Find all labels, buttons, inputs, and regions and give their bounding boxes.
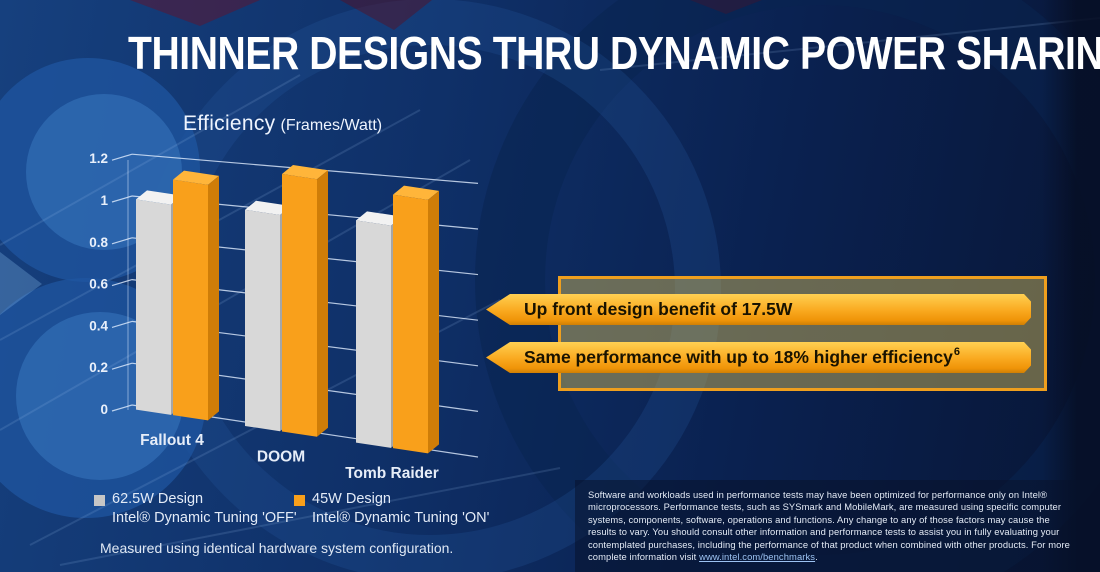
legend-swatch-orange — [294, 495, 305, 506]
disclaimer-period: . — [815, 551, 818, 563]
swirl-lobe-inner — [26, 94, 182, 250]
right-edge-shade — [1042, 0, 1100, 572]
callout-text: Up front design benefit of 17.5W — [524, 299, 793, 319]
legend-item-45w: 45W Design Intel® Dynamic Tuning 'ON' — [294, 490, 489, 528]
chevron-shape — [0, 252, 42, 315]
chart-title-main: Efficiency — [183, 112, 276, 135]
callout-banner-design-benefit: Up front design benefit of 17.5W — [486, 294, 1031, 325]
benchmarks-link[interactable]: www.intel.com/benchmarks — [699, 551, 816, 563]
footnote-marker: 6 — [953, 345, 960, 358]
legend-line2: Intel® Dynamic Tuning 'ON' — [312, 510, 490, 526]
callout-text: Same performance with up to 18% higher e… — [524, 347, 953, 367]
maroon-accent — [340, 0, 432, 30]
legend-label: 45W Design Intel® Dynamic Tuning 'ON' — [312, 490, 489, 528]
measurement-note: Measured using identical hardware system… — [100, 540, 454, 556]
disclaimer-body: Software and workloads used in performan… — [588, 489, 1070, 563]
callout-banner-efficiency: Same performance with up to 18% higher e… — [486, 342, 1031, 373]
page-title: THINNER DESIGNS THRU DYNAMIC POWER SHARI… — [128, 27, 1100, 79]
maroon-accent — [690, 0, 762, 14]
legend-swatch-gray — [94, 495, 105, 506]
legend-line2: Intel® Dynamic Tuning 'OFF' — [112, 510, 297, 526]
background-ring — [475, 0, 1100, 572]
disclaimer-text: Software and workloads used in performan… — [588, 489, 1080, 563]
chart-title: Efficiency (Frames/Watt) — [183, 112, 382, 136]
disclaimer-panel — [575, 480, 1100, 572]
legend-item-62-5w: 62.5W Design Intel® Dynamic Tuning 'OFF' — [94, 490, 297, 528]
legend-line1: 62.5W Design — [112, 491, 204, 507]
chart-title-units: (Frames/Watt) — [280, 117, 383, 134]
legend-line1: 45W Design — [312, 491, 391, 507]
maroon-accent — [130, 0, 260, 26]
legend-label: 62.5W Design Intel® Dynamic Tuning 'OFF' — [112, 490, 297, 528]
callout-panel — [558, 276, 1047, 391]
swirl-lobe-inner — [16, 312, 184, 480]
